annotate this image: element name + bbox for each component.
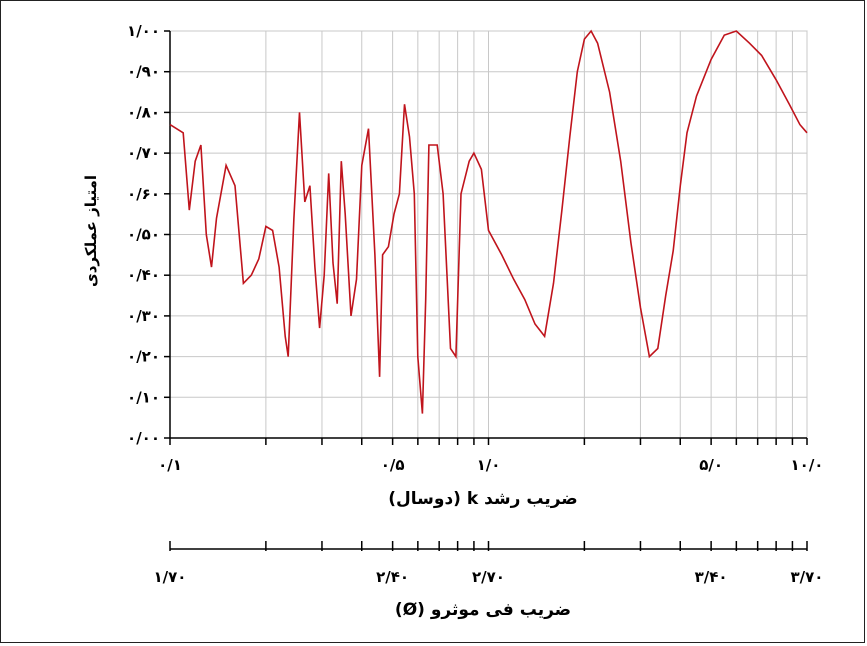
y-axis-title: امتیاز عملکردی	[82, 175, 100, 287]
y-tick-label: ۰/۰۰	[127, 429, 160, 447]
y-tick-label: ۱/۰۰	[127, 22, 160, 40]
y-tick-label: ۰/۲۰	[127, 348, 160, 366]
y-tick-label: ۰/۶۰	[127, 185, 160, 203]
secondary-x-tick-label: ۲/۷۰	[472, 568, 505, 586]
series-line	[169, 29, 808, 414]
x-tick-label: ۰/۵	[381, 456, 405, 474]
secondary-x-tick-label: ۲/۴۰	[376, 568, 409, 586]
x-tick-label: ۱۰/۰	[791, 456, 824, 474]
y-tick-label: ۰/۱۰	[127, 388, 160, 406]
y-tick-label: ۰/۴۰	[127, 266, 160, 284]
x-tick-label: ۵/۰	[699, 456, 723, 474]
x-tick-label: ۱/۰	[477, 456, 501, 474]
y-tick-label: ۰/۵۰	[127, 226, 160, 244]
x-tick-label: ۰/۱	[158, 456, 182, 474]
x-axis-title: ضریب رشد k (دوسال)	[388, 489, 577, 509]
secondary-x-tick-label: ۱/۷۰	[154, 568, 187, 586]
secondary-x-tick-label: ۳/۷۰	[791, 568, 824, 586]
secondary-x-tick-label: ۳/۴۰	[695, 568, 728, 586]
y-tick-label: ۰/۹۰	[127, 63, 160, 81]
secondary-x-axis-title: ضریب فی موثرو (Ø)	[395, 600, 571, 620]
y-tick-label: ۰/۸۰	[127, 103, 160, 121]
y-tick-label: ۰/۷۰	[127, 144, 160, 162]
y-tick-label: ۰/۳۰	[127, 307, 160, 325]
